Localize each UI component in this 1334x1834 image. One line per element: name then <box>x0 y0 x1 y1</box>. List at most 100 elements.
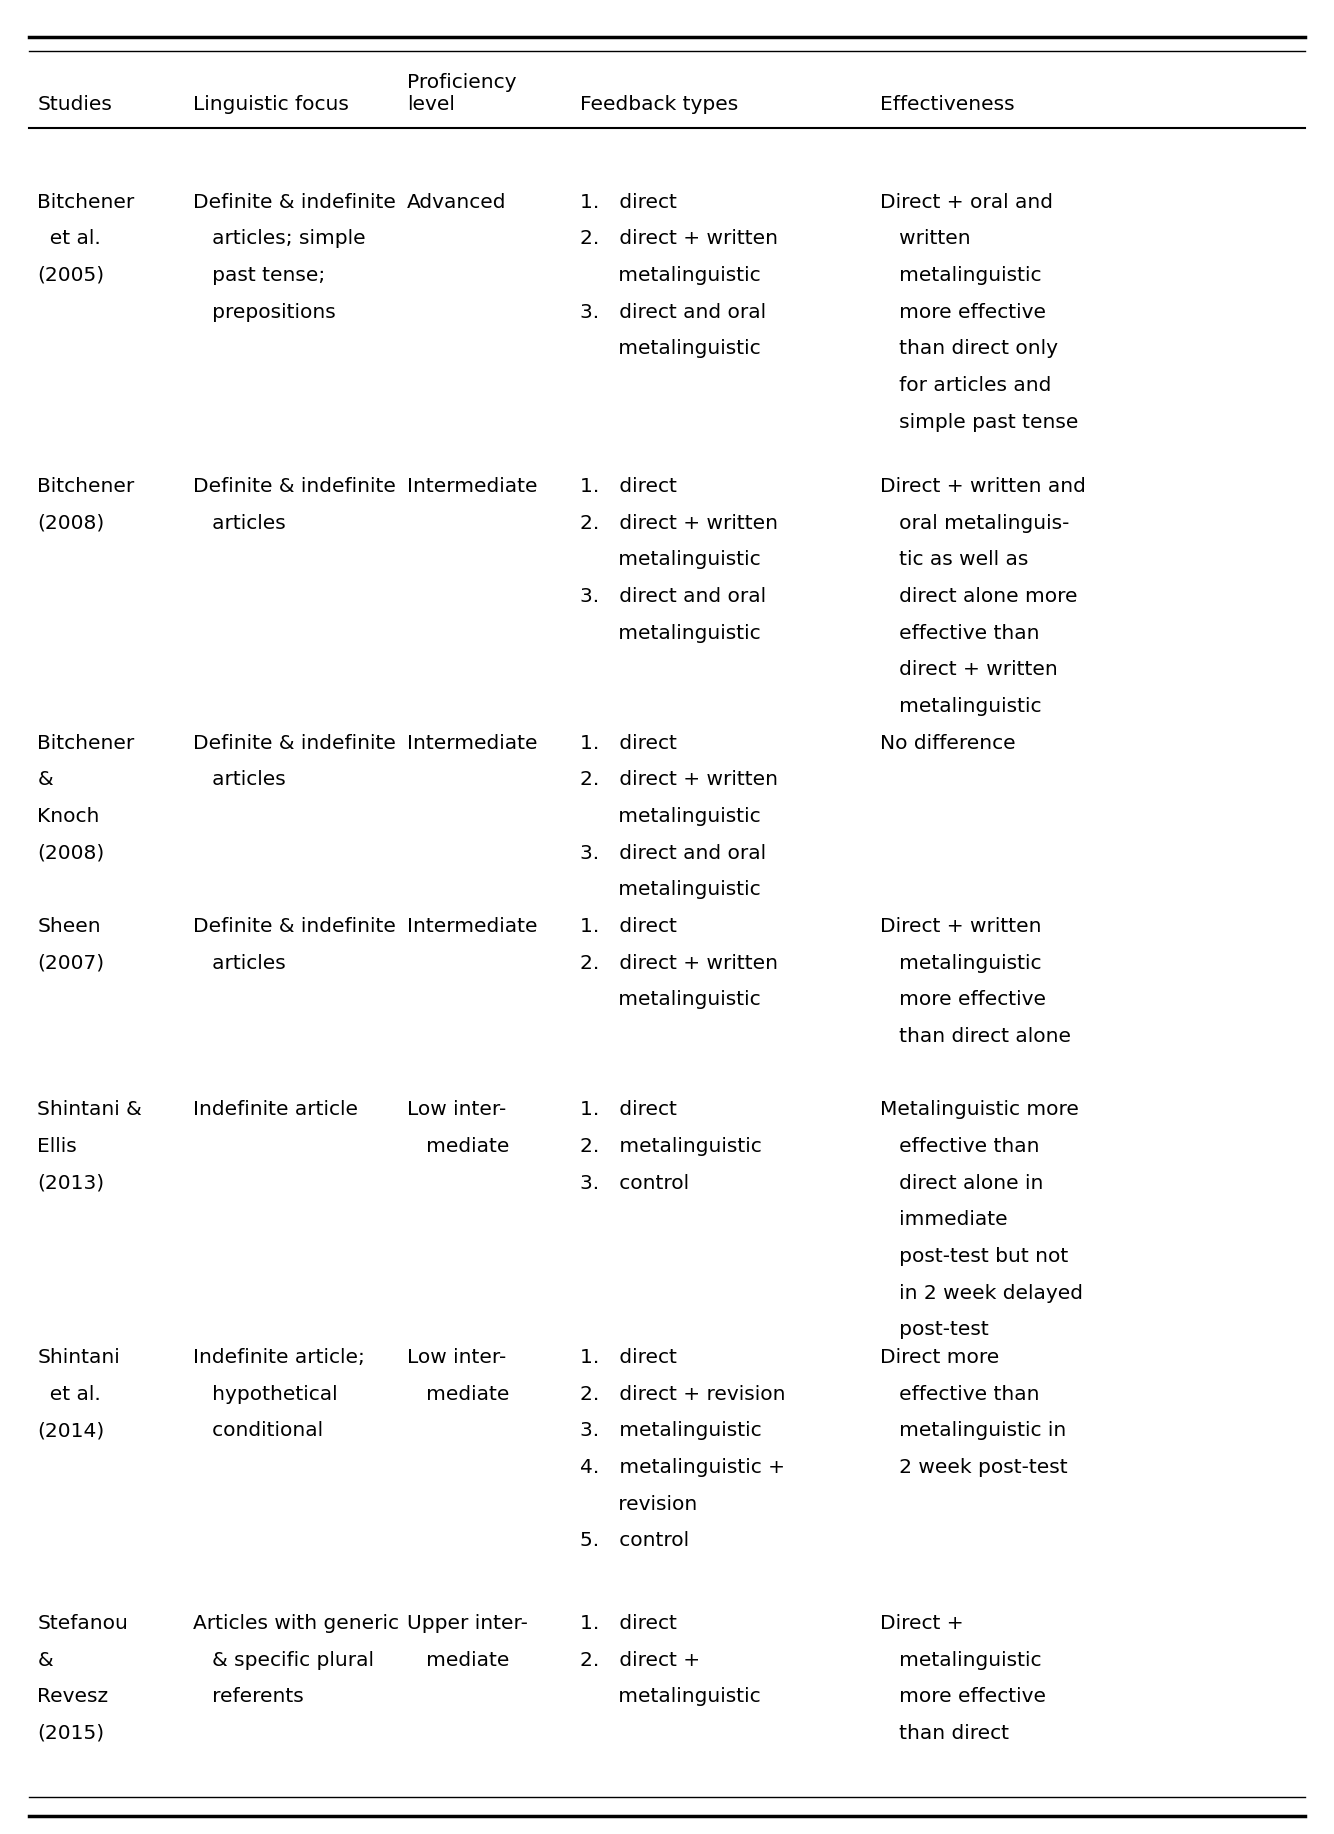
Text: Direct + written: Direct + written <box>880 917 1042 935</box>
Text: 3. direct and oral: 3. direct and oral <box>580 303 767 321</box>
Text: (2007): (2007) <box>37 954 104 972</box>
Text: articles: articles <box>193 514 287 532</box>
Text: more effective: more effective <box>880 990 1046 1009</box>
Text: 4. metalinguistic +: 4. metalinguistic + <box>580 1458 786 1476</box>
Text: 1. direct: 1. direct <box>580 1614 678 1632</box>
Text: 1. direct: 1. direct <box>580 1100 678 1119</box>
Text: direct alone more: direct alone more <box>880 587 1078 605</box>
Text: Linguistic focus: Linguistic focus <box>193 95 350 114</box>
Text: Intermediate: Intermediate <box>407 477 538 495</box>
Text: 1. direct: 1. direct <box>580 1348 678 1366</box>
Text: (2015): (2015) <box>37 1724 104 1742</box>
Text: post-test but not: post-test but not <box>880 1247 1069 1265</box>
Text: metalinguistic: metalinguistic <box>580 624 760 642</box>
Text: &: & <box>37 1651 53 1669</box>
Text: (2008): (2008) <box>37 844 104 862</box>
Text: post-test: post-test <box>880 1320 990 1339</box>
Text: immediate: immediate <box>880 1210 1009 1229</box>
Text: metalinguistic: metalinguistic <box>580 339 760 358</box>
Text: (2013): (2013) <box>37 1174 104 1192</box>
Text: metalinguistic: metalinguistic <box>580 990 760 1009</box>
Text: Sheen: Sheen <box>37 917 101 935</box>
Text: &: & <box>37 770 53 789</box>
Text: articles: articles <box>193 770 287 789</box>
Text: Direct + oral and: Direct + oral and <box>880 193 1054 211</box>
Text: Effectiveness: Effectiveness <box>880 95 1015 114</box>
Text: articles: articles <box>193 954 287 972</box>
Text: mediate: mediate <box>407 1651 510 1669</box>
Text: metalinguistic: metalinguistic <box>880 1651 1042 1669</box>
Text: oral metalinguis-: oral metalinguis- <box>880 514 1070 532</box>
Text: 5. control: 5. control <box>580 1531 690 1550</box>
Text: Advanced: Advanced <box>407 193 507 211</box>
Text: et al.: et al. <box>37 1385 101 1403</box>
Text: Direct + written and: Direct + written and <box>880 477 1086 495</box>
Text: 3. direct and oral: 3. direct and oral <box>580 587 767 605</box>
Text: Ellis: Ellis <box>37 1137 77 1155</box>
Text: 2. direct + written: 2. direct + written <box>580 770 778 789</box>
Text: 1. direct: 1. direct <box>580 917 678 935</box>
Text: 2 week post-test: 2 week post-test <box>880 1458 1069 1476</box>
Text: 3. control: 3. control <box>580 1174 690 1192</box>
Text: 2. direct + revision: 2. direct + revision <box>580 1385 786 1403</box>
Text: Bitchener: Bitchener <box>37 193 135 211</box>
Text: Feedback types: Feedback types <box>580 95 739 114</box>
Text: Definite & indefinite: Definite & indefinite <box>193 477 396 495</box>
Text: direct alone in: direct alone in <box>880 1174 1043 1192</box>
Text: et al.: et al. <box>37 229 101 248</box>
Text: direct + written: direct + written <box>880 660 1058 679</box>
Text: 1. direct: 1. direct <box>580 193 678 211</box>
Text: 3. direct and oral: 3. direct and oral <box>580 844 767 862</box>
Text: 1. direct: 1. direct <box>580 477 678 495</box>
Text: 2. direct + written: 2. direct + written <box>580 514 778 532</box>
Text: Shintani: Shintani <box>37 1348 120 1366</box>
Text: effective than: effective than <box>880 1385 1041 1403</box>
Text: No difference: No difference <box>880 734 1017 752</box>
Text: & specific plural: & specific plural <box>193 1651 375 1669</box>
Text: than direct: than direct <box>880 1724 1010 1742</box>
Text: metalinguistic: metalinguistic <box>580 266 760 284</box>
Text: 2. direct +: 2. direct + <box>580 1651 700 1669</box>
Text: Direct more: Direct more <box>880 1348 999 1366</box>
Text: (2005): (2005) <box>37 266 104 284</box>
Text: Revesz: Revesz <box>37 1687 108 1706</box>
Text: Definite & indefinite: Definite & indefinite <box>193 917 396 935</box>
Text: metalinguistic: metalinguistic <box>580 880 760 899</box>
Text: Intermediate: Intermediate <box>407 917 538 935</box>
Text: Stefanou: Stefanou <box>37 1614 128 1632</box>
Text: Indefinite article;: Indefinite article; <box>193 1348 366 1366</box>
Text: mediate: mediate <box>407 1137 510 1155</box>
Text: conditional: conditional <box>193 1421 324 1440</box>
Text: metalinguistic: metalinguistic <box>580 807 760 825</box>
Text: Direct +: Direct + <box>880 1614 964 1632</box>
Text: metalinguistic: metalinguistic <box>580 550 760 569</box>
Text: Studies: Studies <box>37 95 112 114</box>
Text: simple past tense: simple past tense <box>880 413 1079 431</box>
Text: Indefinite article: Indefinite article <box>193 1100 359 1119</box>
Text: Bitchener: Bitchener <box>37 734 135 752</box>
Text: Low inter-: Low inter- <box>407 1100 506 1119</box>
Text: 2. direct + written: 2. direct + written <box>580 229 778 248</box>
Text: 2. direct + written: 2. direct + written <box>580 954 778 972</box>
Text: more effective: more effective <box>880 1687 1046 1706</box>
Text: Bitchener: Bitchener <box>37 477 135 495</box>
Text: than direct alone: than direct alone <box>880 1027 1071 1045</box>
Text: written: written <box>880 229 971 248</box>
Text: effective than: effective than <box>880 1137 1041 1155</box>
Text: referents: referents <box>193 1687 304 1706</box>
Text: metalinguistic: metalinguistic <box>880 266 1042 284</box>
Text: Articles with generic: Articles with generic <box>193 1614 399 1632</box>
Text: prepositions: prepositions <box>193 303 336 321</box>
Text: 2. metalinguistic: 2. metalinguistic <box>580 1137 762 1155</box>
Text: Low inter-: Low inter- <box>407 1348 506 1366</box>
Text: in 2 week delayed: in 2 week delayed <box>880 1284 1083 1302</box>
Text: Upper inter-: Upper inter- <box>407 1614 528 1632</box>
Text: Definite & indefinite: Definite & indefinite <box>193 734 396 752</box>
Text: than direct only: than direct only <box>880 339 1058 358</box>
Text: effective than: effective than <box>880 624 1041 642</box>
Text: metalinguistic: metalinguistic <box>880 697 1042 715</box>
Text: metalinguistic: metalinguistic <box>580 1687 760 1706</box>
Text: Shintani &: Shintani & <box>37 1100 143 1119</box>
Text: Knoch: Knoch <box>37 807 100 825</box>
Text: articles; simple: articles; simple <box>193 229 366 248</box>
